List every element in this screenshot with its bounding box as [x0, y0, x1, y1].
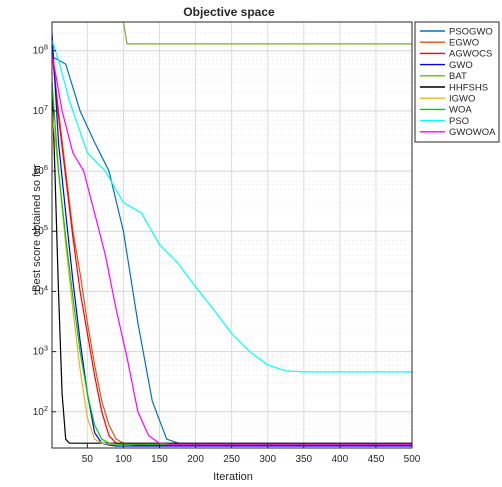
- series-line-hhfshs: [52, 82, 412, 444]
- y-tick-label: 106: [33, 163, 48, 177]
- y-axis-label: Best score obtained so far: [31, 164, 43, 292]
- series-line-pso: [52, 39, 412, 373]
- legend-label: PSO: [449, 116, 469, 127]
- x-tick-label: 200: [187, 454, 204, 465]
- x-tick-label: 400: [332, 454, 349, 465]
- legend-label: BAT: [449, 71, 467, 82]
- x-axis-label: Iteration: [213, 471, 253, 483]
- y-tick-label: 108: [33, 43, 48, 57]
- x-tick-label: 500: [404, 454, 421, 465]
- x-tick-label: 50: [82, 454, 94, 465]
- x-tick-label: 250: [223, 454, 240, 465]
- y-tick-label: 107: [33, 103, 48, 117]
- x-tick-label: 350: [295, 454, 312, 465]
- y-tick-label: 105: [33, 223, 48, 237]
- series-line-bat: [52, 22, 412, 45]
- legend-label: HHFSHS: [449, 82, 488, 93]
- y-tick-label: 103: [33, 344, 48, 358]
- legend-label: PSOGWO: [449, 26, 493, 37]
- x-tick-label: 150: [151, 454, 168, 465]
- axis-ticks: 50 100 150 200 250 300 350 400 450 500 102 103 104 10…: [33, 43, 421, 465]
- y-tick-label: 104: [33, 283, 48, 297]
- x-tick-label: 300: [259, 454, 276, 465]
- legend-label: IGWO: [449, 94, 475, 105]
- grid: [52, 21, 413, 448]
- y-tick-label: 102: [33, 404, 48, 418]
- series-line-woa: [52, 82, 412, 445]
- x-tick-label: 100: [115, 454, 132, 465]
- legend-label: GWOWOA: [449, 127, 496, 138]
- series-line-gwowoa: [52, 53, 412, 445]
- legend: PSOGWOEGWOAGWOCSGWOBATHHFSHSIGWOWOAPSOGW…: [414, 21, 500, 143]
- legend-label: AGWOCS: [449, 49, 492, 60]
- legend-label: GWO: [449, 60, 473, 71]
- legend-label: EGWO: [449, 38, 479, 49]
- legend-label: WOA: [449, 105, 472, 116]
- x-tick-label: 450: [368, 454, 385, 465]
- chart-title: Objective space: [183, 5, 275, 19]
- series-line-gwo: [52, 32, 412, 447]
